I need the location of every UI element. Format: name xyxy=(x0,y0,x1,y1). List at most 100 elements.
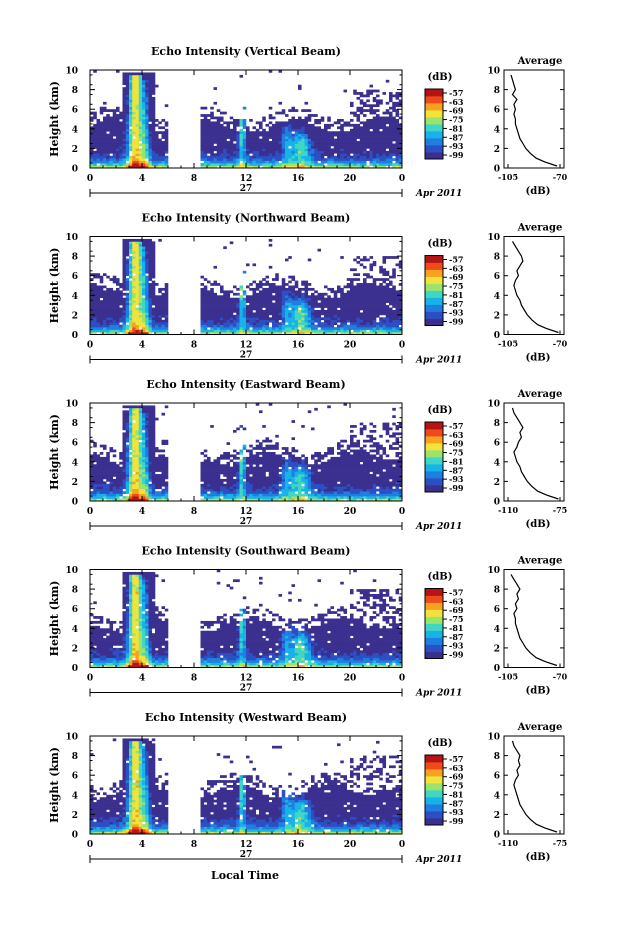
heatmap-cell xyxy=(359,329,364,333)
heatmap-cell xyxy=(291,332,296,335)
heatmap-cell xyxy=(129,297,133,301)
heatmap-cell xyxy=(346,300,351,303)
heatmap-cell xyxy=(132,148,136,152)
heatmap-cell xyxy=(132,439,136,443)
heatmap-cell xyxy=(327,116,331,120)
heatmap-cell xyxy=(129,116,133,120)
heatmap-cell xyxy=(291,128,296,132)
heatmap-cell xyxy=(382,285,387,289)
heatmap-cell xyxy=(164,464,169,467)
heatmap-cell xyxy=(200,461,205,465)
heatmap-cell xyxy=(122,79,127,83)
heatmap-cell xyxy=(288,163,292,166)
heatmap-cell xyxy=(398,332,403,335)
heatmap-cell xyxy=(223,483,227,487)
heatmap-cell xyxy=(99,141,104,144)
heatmap-cell xyxy=(239,327,244,330)
heatmap-cell xyxy=(285,297,289,301)
heatmap-cell xyxy=(138,123,143,127)
heatmap-cell xyxy=(151,439,156,443)
heatmap-cell xyxy=(138,498,143,502)
heatmap-cell xyxy=(148,434,153,438)
heatmap-cell xyxy=(252,307,257,311)
heatmap-cell xyxy=(145,493,149,497)
heatmap-cell xyxy=(135,104,140,108)
heatmap-cell xyxy=(255,150,260,154)
heatmap-cell xyxy=(164,136,169,139)
heatmap-cell xyxy=(288,319,292,323)
heatmap-cell xyxy=(291,160,296,164)
heatmap-cell xyxy=(132,165,136,169)
heatmap-cell xyxy=(366,292,370,296)
heatmap-cell xyxy=(142,297,146,301)
heatmap-cell xyxy=(161,481,166,485)
heatmap-cell xyxy=(148,300,153,303)
heatmap-cell xyxy=(272,155,276,159)
colorbar-swatch xyxy=(425,94,443,97)
heatmap-cell xyxy=(298,87,302,90)
heatmap-cell xyxy=(398,283,403,286)
heatmap-cell xyxy=(350,131,354,134)
heatmap-cell xyxy=(389,99,393,103)
heatmap-cell xyxy=(340,143,344,147)
heatmap-cell xyxy=(106,153,110,157)
heatmap-cell xyxy=(356,123,361,127)
heatmap-cell xyxy=(255,285,260,289)
heatmap-cell xyxy=(249,136,253,139)
heatmap-cell xyxy=(145,92,149,95)
heatmap-cell xyxy=(207,471,211,475)
heatmap-cell xyxy=(148,106,153,110)
heatmap-cell xyxy=(145,290,149,294)
heatmap-cell xyxy=(307,283,312,286)
heatmap-cell xyxy=(252,165,257,169)
heatmap-cell xyxy=(148,405,153,409)
heatmap-cell xyxy=(132,145,136,149)
heatmap-cell xyxy=(138,111,143,115)
heatmap-cell xyxy=(337,138,341,142)
heatmap-cell xyxy=(216,116,221,120)
heatmap-cell xyxy=(135,114,140,117)
heatmap-cell xyxy=(233,138,237,142)
heatmap-cell xyxy=(216,121,221,125)
heatmap-cell xyxy=(112,469,117,472)
heatmap-cell xyxy=(122,425,127,428)
heatmap-cell xyxy=(392,109,396,112)
heatmap-cell xyxy=(343,145,348,149)
heatmap-cell xyxy=(148,258,153,262)
heatmap-cell xyxy=(145,476,149,480)
heatmap-cell xyxy=(132,116,136,120)
heatmap-cell xyxy=(132,248,136,252)
heatmap-cell xyxy=(145,114,149,117)
heatmap-cell xyxy=(389,160,393,164)
heatmap-cell xyxy=(233,332,237,335)
heatmap-cell xyxy=(285,160,289,164)
heatmap-cell xyxy=(369,327,374,330)
heatmap-cell xyxy=(200,327,205,330)
heatmap-cell xyxy=(164,290,169,294)
heatmap-cell xyxy=(366,290,370,294)
heatmap-cell xyxy=(119,111,123,115)
heatmap-cell xyxy=(395,158,400,161)
heatmap-cell xyxy=(148,305,153,308)
heatmap-cell xyxy=(223,322,227,325)
heatmap-cell xyxy=(135,429,140,433)
heatmap-cell xyxy=(135,322,140,325)
x-tick-label: 16 xyxy=(292,341,305,351)
heatmap-cell xyxy=(369,160,374,164)
heatmap-cell xyxy=(307,148,312,152)
heatmap-cell xyxy=(343,133,348,137)
heatmap-cell xyxy=(135,427,140,431)
heatmap-cell xyxy=(103,459,107,463)
heatmap-cell xyxy=(116,466,120,470)
heatmap-cell xyxy=(382,302,387,306)
heatmap-cell xyxy=(103,314,107,318)
heatmap-cell xyxy=(291,158,296,161)
heatmap-cell xyxy=(122,251,127,254)
heatmap-cell xyxy=(116,138,120,142)
heatmap-cell xyxy=(278,307,283,311)
heatmap-cell xyxy=(106,295,110,299)
heatmap-cell xyxy=(327,314,331,318)
heatmap-cell xyxy=(262,141,266,144)
heatmap-cell xyxy=(145,412,149,416)
heatmap-cell xyxy=(311,158,315,161)
